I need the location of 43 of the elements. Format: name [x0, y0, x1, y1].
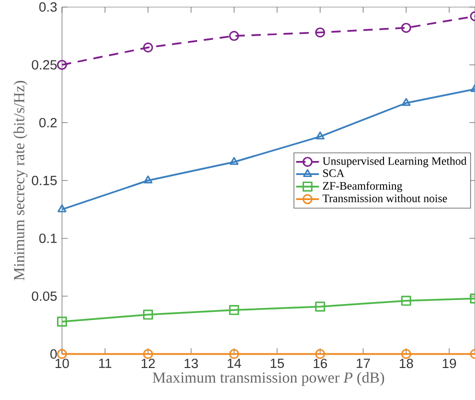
point	[144, 175, 152, 184]
x-axis-title: Maximum transmission power P (dB)	[152, 372, 384, 386]
point	[56, 349, 68, 359]
point	[56, 60, 68, 70]
legend-label: Unsupervised Learning Method	[322, 156, 466, 168]
point	[229, 30, 240, 41]
point	[56, 316, 68, 327]
point	[143, 42, 154, 52]
point	[315, 27, 326, 38]
point	[315, 349, 326, 359]
point	[143, 310, 154, 320]
y-tick-label: 0.2	[39, 118, 57, 128]
point	[316, 132, 325, 140]
x-tick-label: 12	[142, 358, 155, 368]
y-tick-label: 0	[50, 349, 57, 359]
x-tick-label: 19	[442, 358, 456, 368]
x-tick-label: 14	[228, 358, 242, 368]
y-axis-title: Minimum secrecy rate (bit/s/Hz)	[14, 80, 28, 280]
point	[402, 98, 411, 106]
point	[143, 349, 154, 359]
point	[315, 302, 326, 312]
x-tick-label: 17	[356, 358, 370, 368]
x-tick-label: 11	[99, 358, 112, 368]
legend-label: SCA	[323, 169, 344, 178]
y-tick-label: 0.1	[39, 234, 57, 244]
y-tick-label: 0.05	[32, 291, 57, 301]
point	[229, 305, 240, 316]
legend-label: Transmission without noise	[322, 194, 447, 202]
y-tick-label: 0.25	[32, 60, 57, 70]
x-tick-label: 13	[184, 358, 198, 368]
x-tick-label: 16	[314, 358, 327, 368]
x-tick-label: 15	[270, 358, 284, 368]
point	[58, 204, 66, 212]
point	[401, 349, 412, 359]
point	[401, 22, 412, 33]
point	[229, 349, 240, 359]
point	[230, 156, 239, 165]
x-tick-label: 10	[56, 358, 69, 368]
legend-label: ZF-Beamforming	[322, 182, 402, 192]
point	[401, 296, 412, 306]
y-tick-label: 0.3	[39, 2, 57, 12]
y-tick-label: 0.15	[32, 176, 57, 186]
x-tick-label: 18	[400, 358, 413, 368]
